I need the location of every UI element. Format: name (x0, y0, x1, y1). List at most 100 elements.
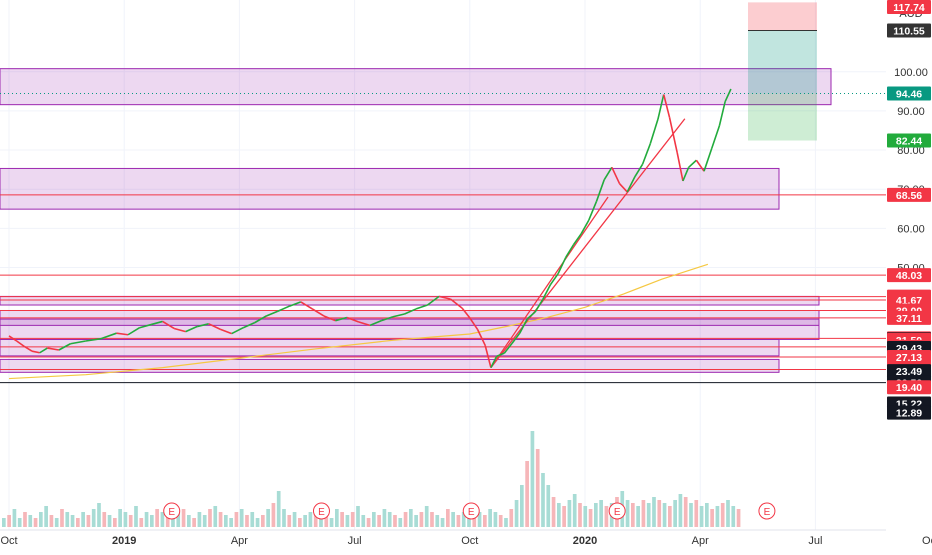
price-axis[interactable]: AUD 100.0090.0080.0070.0060.0050.00117.7… (886, 0, 932, 550)
zone-box[interactable] (0, 358, 780, 373)
price-badge[interactable] (887, 364, 931, 379)
price-badge[interactable] (887, 0, 931, 14)
price-segment (8, 335, 18, 342)
price-segment (196, 323, 209, 328)
price-segment (31, 350, 40, 354)
price-segment (173, 327, 186, 333)
time-axis[interactable]: Oct2019AprJulOct2020AprJulOct2021 (0, 529, 932, 550)
volume-bar (673, 500, 677, 527)
price-badge-label: 23.49 (896, 366, 922, 378)
volume-bar (28, 515, 33, 527)
volume-bar (97, 503, 101, 527)
price-badge-label: 48.03 (896, 270, 922, 282)
volume-bar (245, 515, 249, 527)
volume-bar (17, 518, 22, 527)
volume-bar (678, 494, 683, 527)
price-badge[interactable] (887, 268, 931, 283)
price-tick-label: 80.00 (897, 145, 925, 157)
volume-bar (7, 515, 11, 527)
volume-bar (572, 494, 577, 527)
volume-bar (12, 509, 17, 527)
price-segment (139, 323, 152, 329)
volume-bar (530, 431, 535, 527)
price-segment (695, 159, 705, 172)
volume-bar (54, 518, 59, 527)
price-segment (526, 311, 536, 320)
volume-bar (583, 506, 588, 527)
earnings-marker-label: E (468, 507, 475, 518)
price-segment (496, 352, 505, 358)
earnings-marker[interactable] (608, 502, 626, 520)
price-segment (626, 176, 636, 193)
position-box[interactable] (0, 2, 886, 141)
volume-bar (298, 518, 302, 527)
price-segment (557, 256, 567, 275)
price-segment (476, 328, 486, 346)
volume-bar (335, 509, 339, 527)
volume-bar (208, 509, 212, 527)
earnings-marker[interactable] (758, 502, 776, 520)
volume-bar (414, 515, 418, 527)
price-badge[interactable] (887, 349, 931, 364)
volume-bar (551, 497, 556, 527)
earnings-marker[interactable] (312, 502, 330, 520)
price-segment (710, 125, 721, 149)
volume-bar (239, 509, 244, 527)
volume-bar (340, 512, 344, 527)
volume-bar (483, 515, 487, 527)
zone-box[interactable] (0, 295, 820, 306)
position-target-area[interactable] (748, 93, 817, 141)
price-badge-label: 94.46 (896, 88, 922, 100)
price-segment (641, 143, 652, 165)
price-badge[interactable] (887, 23, 931, 38)
price-segment (369, 319, 382, 327)
trend-line[interactable] (490, 196, 609, 368)
volume-bar (134, 506, 138, 527)
price-segment (572, 233, 582, 246)
earnings-marker[interactable] (462, 502, 480, 520)
zone-box[interactable] (0, 338, 780, 357)
price-segment (162, 320, 175, 330)
price-badge[interactable] (887, 310, 931, 325)
position-overshoot-area[interactable] (748, 2, 817, 31)
zone-box[interactable] (0, 167, 780, 210)
price-segment (300, 301, 313, 310)
volume-bar (403, 512, 408, 527)
price-segment (657, 94, 665, 120)
price-segment (323, 315, 336, 322)
time-tick-label: 2020 (573, 535, 597, 547)
volume-bar (456, 515, 461, 527)
price-badge[interactable] (887, 380, 931, 395)
volume-bar (689, 503, 693, 527)
time-tick-label: Apr (231, 535, 248, 547)
price-badge[interactable] (887, 86, 931, 101)
volume-bar (102, 512, 107, 527)
price-badge[interactable] (887, 133, 931, 148)
volume-bar (662, 503, 667, 527)
volume-bar (562, 506, 566, 527)
volume-bar (345, 515, 350, 527)
price-segment (580, 219, 590, 235)
moving-average-line (8, 263, 709, 380)
horizontal-lines[interactable] (0, 194, 886, 384)
position-profit-area[interactable] (748, 30, 817, 94)
volume-bar (710, 509, 714, 527)
zone-box[interactable] (0, 318, 820, 340)
volume-bar (213, 506, 218, 527)
price-segment (649, 118, 659, 145)
volume-bar (2, 518, 6, 527)
price-badge[interactable] (887, 187, 931, 202)
price-badge-label: 27.13 (896, 352, 922, 364)
volume-bar (144, 512, 149, 527)
volume-bar (578, 503, 582, 527)
volume-bar (377, 515, 381, 527)
price-badge[interactable] (887, 405, 931, 420)
earnings-marker[interactable] (163, 502, 181, 520)
zone-box[interactable] (0, 68, 832, 106)
price-segment (208, 323, 221, 330)
price-segment (127, 327, 140, 336)
volume-bar (588, 509, 593, 527)
